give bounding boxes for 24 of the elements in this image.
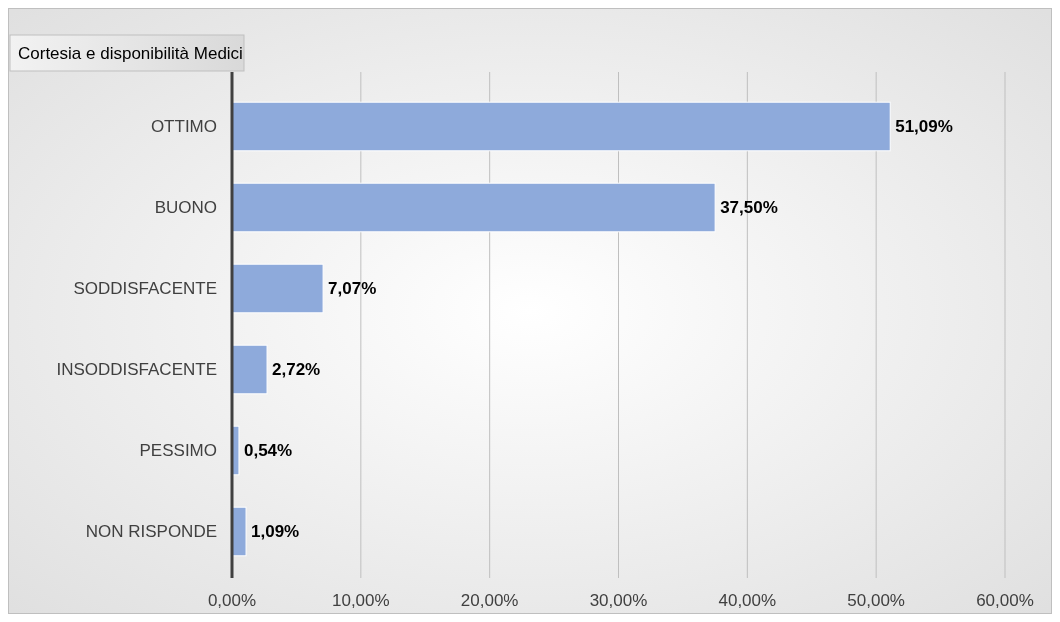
- y-tick-label: INSODDISFACENTE: [56, 360, 217, 380]
- x-tick-label: 40,00%: [718, 591, 777, 610]
- data-label: 37,50%: [720, 198, 778, 218]
- data-label: 2,72%: [272, 360, 321, 380]
- bar: [231, 101, 891, 152]
- y-tick-label: SODDISFACENTE: [73, 279, 217, 299]
- data-label: 51,09%: [895, 117, 953, 137]
- y-tick-label: BUONO: [154, 198, 217, 218]
- y-tick-label: NON RISPONDE: [85, 522, 217, 542]
- data-label: 0,54%: [243, 441, 293, 461]
- bar: [231, 344, 268, 395]
- y-tick-label: OTTIMO: [150, 117, 217, 137]
- x-tick-label: 20,00%: [460, 591, 519, 610]
- bar: [231, 182, 716, 233]
- chart-title: Cortesia e disponibilità Medici: [18, 44, 243, 63]
- y-tick-label: PESSIMO: [139, 441, 217, 461]
- x-tick-label: 50,00%: [847, 591, 905, 610]
- x-tick-label: 0,00%: [207, 591, 257, 610]
- data-label: 1,09%: [251, 522, 300, 542]
- bar: [231, 263, 324, 314]
- x-tick-label: 60,00%: [976, 591, 1034, 610]
- x-tick-label: 30,00%: [589, 591, 648, 610]
- x-tick-label: 10,00%: [332, 591, 390, 610]
- data-label: 7,07%: [328, 279, 377, 299]
